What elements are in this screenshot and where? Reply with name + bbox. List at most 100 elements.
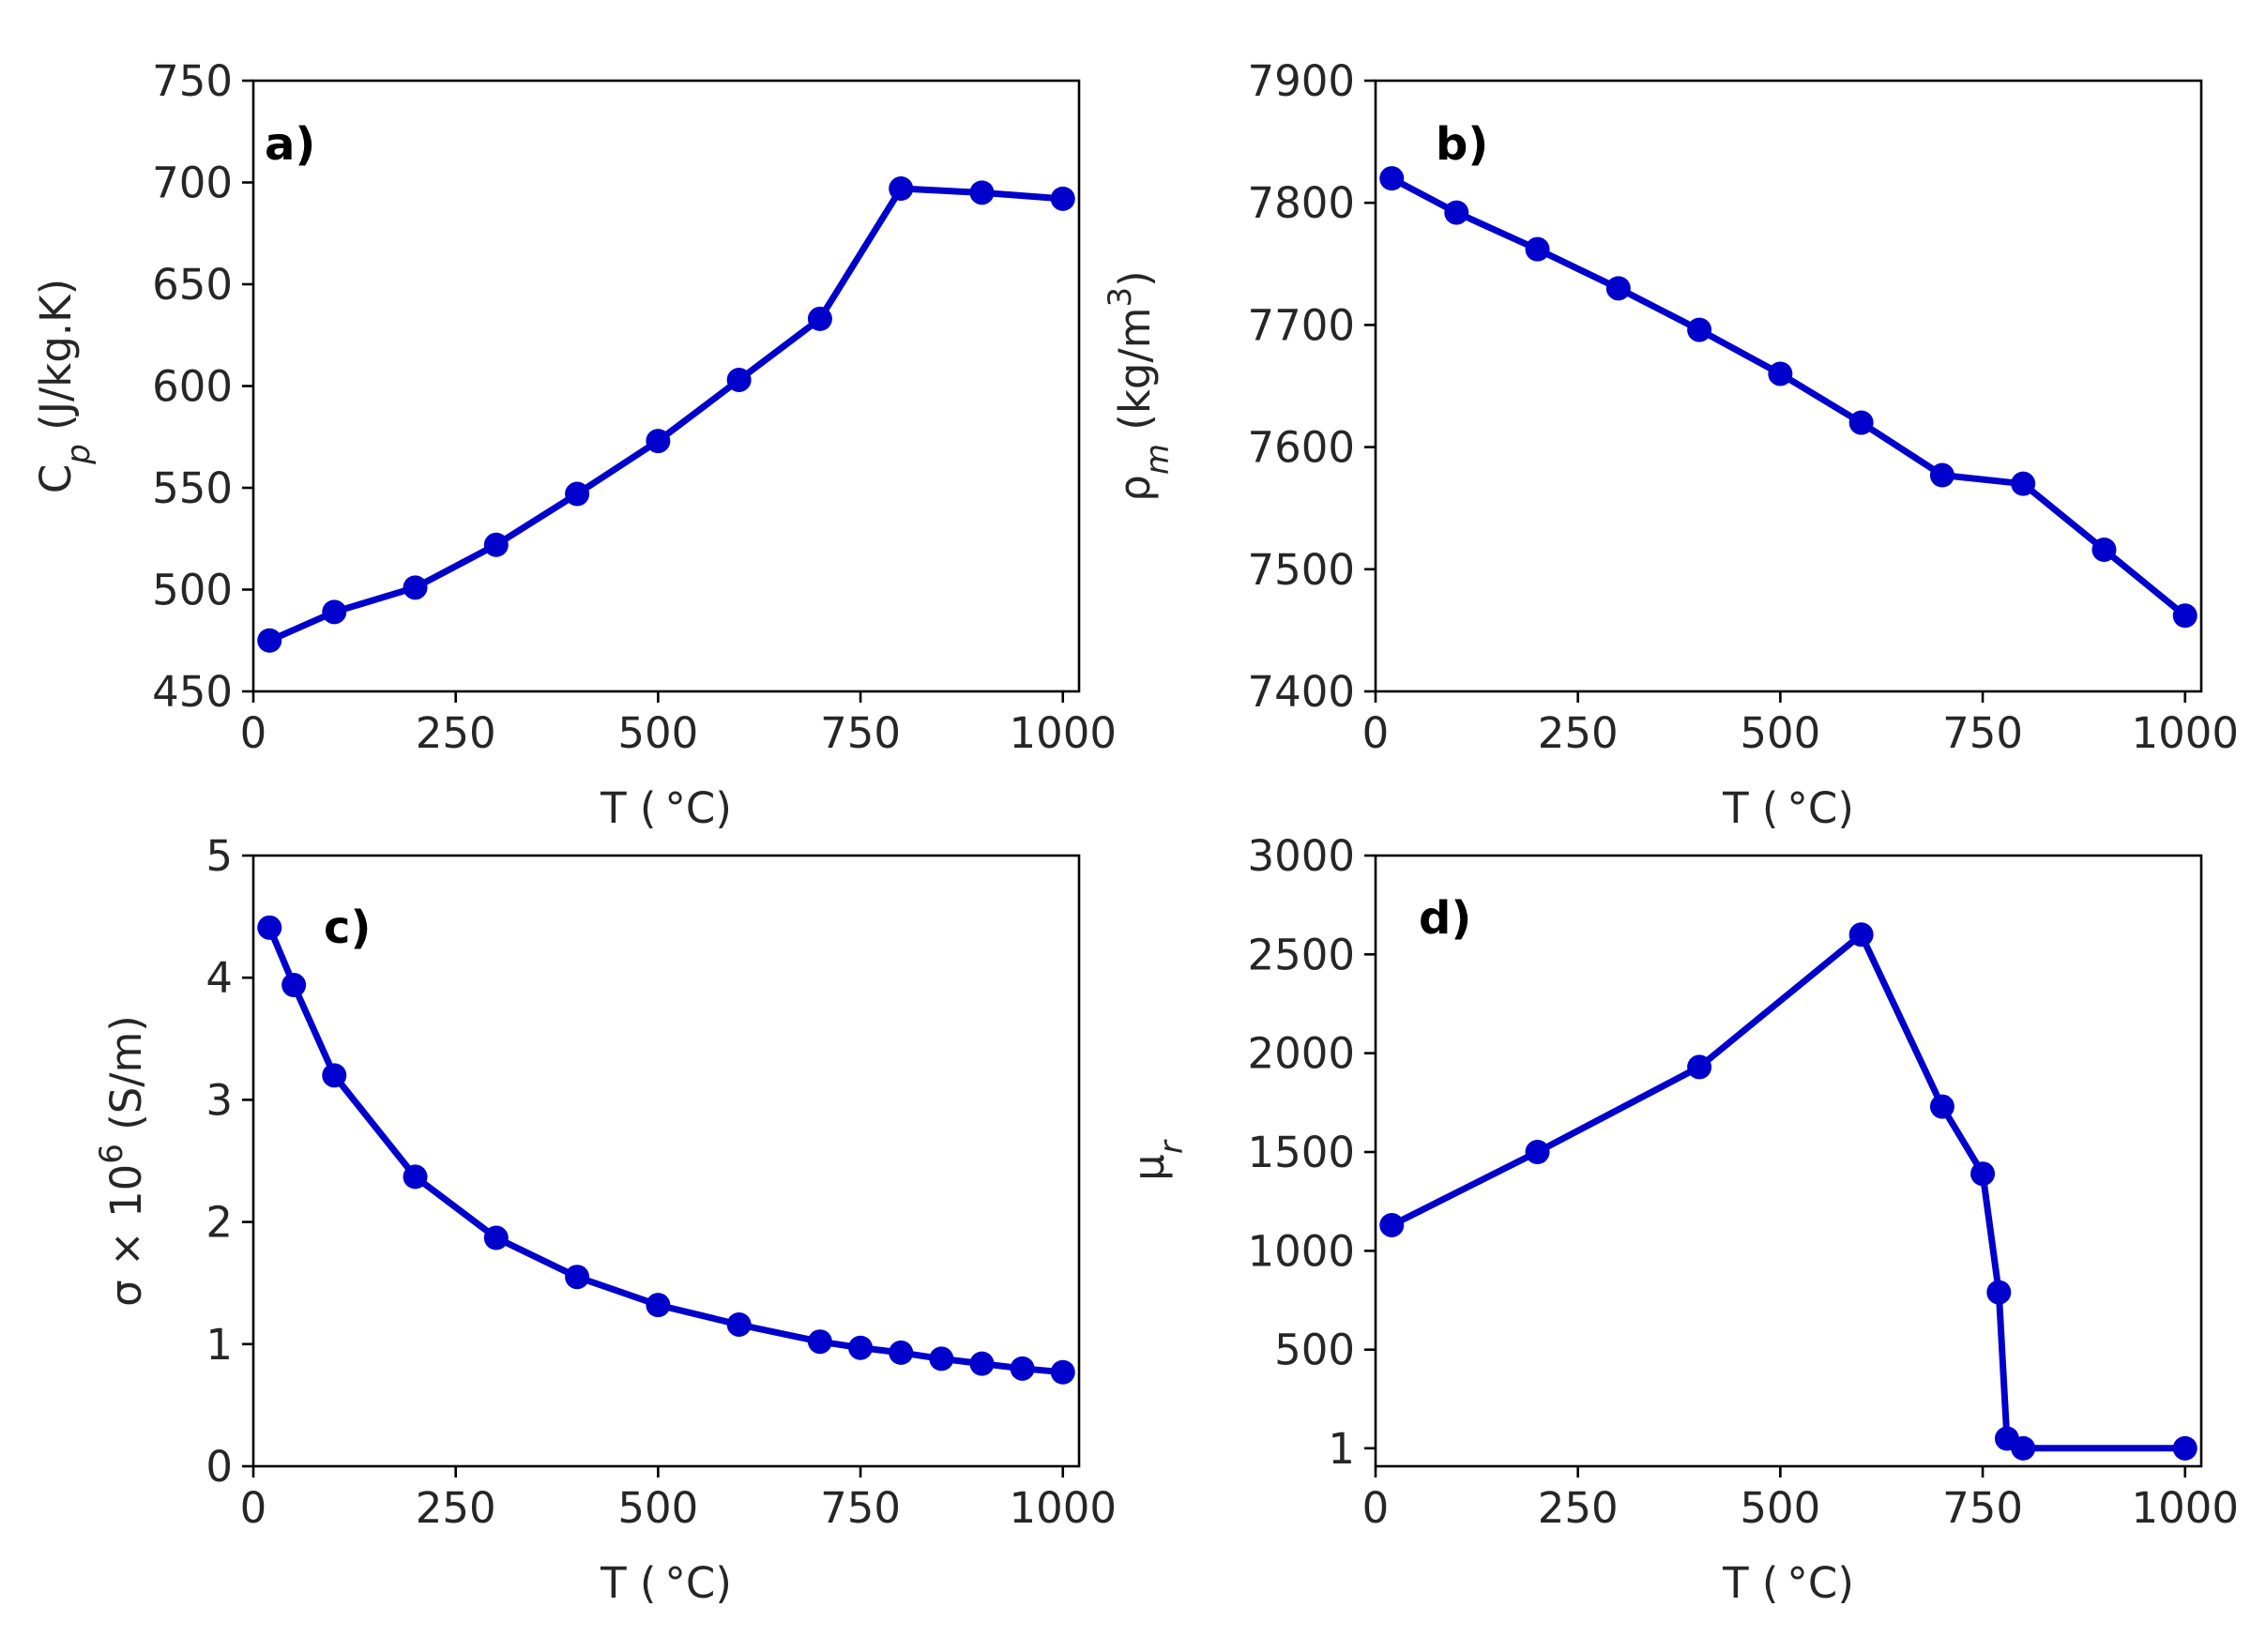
y-tick-label: 7500 <box>1247 545 1355 595</box>
data-point <box>1768 361 1793 386</box>
data-point <box>483 1225 509 1250</box>
data-point <box>565 1265 590 1290</box>
data-point <box>483 532 509 557</box>
data-point <box>1687 317 1712 342</box>
y-tick-label: 1 <box>1328 1424 1355 1474</box>
data-point <box>1929 462 1954 488</box>
x-tick-label: 500 <box>1740 1483 1820 1533</box>
y-tick-label: 2500 <box>1247 930 1355 979</box>
data-point <box>889 1340 914 1365</box>
data-point <box>1848 922 1874 947</box>
y-tick-label: 4 <box>205 953 233 1003</box>
chart-panel-1: 0 250 500 750 1000 450 500 550 600 650 700 750 T ( °… <box>31 56 1117 833</box>
data-point <box>1010 1356 1035 1381</box>
x-axis-label: T ( °C) <box>1722 783 1854 833</box>
y-tick-label: 1 <box>205 1320 233 1370</box>
x-tick-label: 0 <box>1362 1483 1390 1533</box>
x-tick-label: 0 <box>240 708 267 758</box>
x-tick-label: 750 <box>820 708 901 758</box>
y-tick-label: 7700 <box>1247 300 1355 350</box>
y-axis-label: μr <box>1124 1139 1191 1181</box>
x-tick-label: 1000 <box>2131 1483 2239 1533</box>
y-tick-label: 450 <box>152 667 233 717</box>
data-point <box>2011 1435 2036 1461</box>
x-tick-label: 750 <box>1942 708 2023 758</box>
y-tick-label: 7600 <box>1247 423 1355 473</box>
data-point <box>848 1335 874 1360</box>
data-point <box>726 1311 752 1337</box>
series-line <box>1388 174 2189 619</box>
data-point <box>807 1329 832 1355</box>
data-point <box>322 599 347 625</box>
data-point <box>646 1293 671 1318</box>
data-point <box>1970 1161 1996 1187</box>
y-tick-label: 7400 <box>1247 667 1355 717</box>
y-tick-label: 2 <box>205 1198 233 1248</box>
data-point <box>1379 1212 1405 1237</box>
x-axis-label: T ( °C) <box>1722 1558 1854 1608</box>
data-point <box>807 306 832 331</box>
x-tick-label: 500 <box>617 1483 698 1533</box>
y-axis-label: Cp (J/kg.K) <box>31 279 98 493</box>
data-point <box>2011 471 2036 496</box>
plot-frame <box>1374 854 2203 1468</box>
chart-panel-3: 0 250 500 750 1000 0 1 2 3 4 5 T ( °C) σ × 106 (S/m)… <box>93 831 1117 1608</box>
y-axis-label: ρm (kg/m3) <box>1102 270 1177 501</box>
x-axis-label: T ( °C) <box>600 783 732 833</box>
y-tick-label: 7800 <box>1247 178 1355 228</box>
data-point <box>1605 276 1631 301</box>
data-point <box>257 628 282 653</box>
x-tick-label: 250 <box>1538 1483 1619 1533</box>
data-point <box>1929 1094 1954 1119</box>
data-point <box>1848 410 1874 435</box>
data-point <box>969 1351 995 1376</box>
data-point <box>565 481 590 507</box>
y-tick-label: 700 <box>152 159 233 208</box>
y-tick-label: 7900 <box>1247 56 1355 106</box>
y-tick-label: 1000 <box>1247 1226 1355 1276</box>
data-point <box>1050 1359 1075 1385</box>
x-tick-label: 0 <box>240 1483 267 1533</box>
plot-frame <box>251 854 1081 1468</box>
y-tick-label: 5 <box>205 831 233 881</box>
data-point <box>281 973 307 998</box>
series-line <box>266 185 1067 644</box>
data-point <box>2172 1435 2198 1461</box>
panel-label: b) <box>1436 118 1488 171</box>
data-point <box>1444 200 1469 225</box>
x-tick-label: 1000 <box>1009 1483 1117 1533</box>
data-point <box>1379 166 1405 191</box>
x-tick-label: 500 <box>1740 708 1820 758</box>
panel-label: a) <box>265 118 315 171</box>
data-point <box>929 1346 954 1372</box>
y-tick-label: 750 <box>152 56 233 106</box>
data-point <box>646 429 671 454</box>
data-point <box>1525 236 1550 262</box>
data-point <box>403 575 428 600</box>
y-tick-label: 3 <box>205 1075 233 1125</box>
y-tick-label: 500 <box>152 566 233 615</box>
panel-label: c) <box>324 902 371 954</box>
x-tick-label: 500 <box>617 708 698 758</box>
x-tick-label: 1000 <box>1009 708 1117 758</box>
x-tick-label: 750 <box>820 1483 901 1533</box>
x-tick-label: 750 <box>1942 1483 2023 1533</box>
y-tick-label: 600 <box>152 362 233 412</box>
data-point <box>2091 537 2117 562</box>
series-line <box>1388 931 2189 1452</box>
x-tick-label: 0 <box>1362 708 1390 758</box>
data-point <box>1525 1140 1550 1165</box>
data-point <box>1687 1054 1712 1080</box>
y-tick-label: 550 <box>152 463 233 513</box>
y-tick-label: 0 <box>205 1442 233 1492</box>
x-tick-label: 250 <box>1538 708 1619 758</box>
data-point <box>403 1164 428 1190</box>
x-axis-label: T ( °C) <box>600 1558 732 1608</box>
y-tick-label: 1500 <box>1247 1128 1355 1177</box>
data-point <box>2172 603 2198 629</box>
data-point <box>257 915 282 940</box>
y-tick-label: 3000 <box>1247 831 1355 881</box>
x-tick-label: 250 <box>416 708 496 758</box>
y-tick-label: 500 <box>1274 1326 1355 1375</box>
